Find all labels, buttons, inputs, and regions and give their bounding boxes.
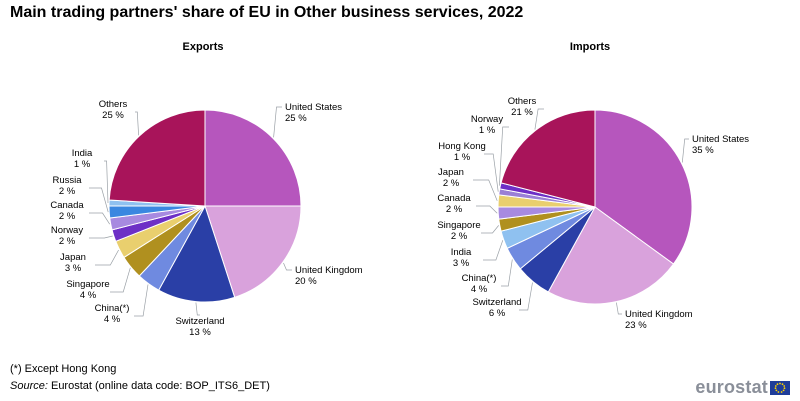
exports-leader-norway: [89, 235, 113, 239]
exports-label-japan: Japan 3 %: [60, 252, 86, 274]
imports-label-united-states: United States 35 %: [692, 134, 749, 156]
imports-leader-hong-kong: [484, 153, 499, 192]
exports-leader-singapore: [110, 267, 131, 293]
exports-label-russia: Russia 2 %: [52, 175, 82, 197]
imports-slice-others: [500, 109, 596, 208]
imports-label-japan: Japan 2 %: [438, 167, 464, 189]
chart-title: Main trading partners' share of EU in Ot…: [10, 4, 524, 21]
imports-label-united-kingdom: United Kingdom 23 %: [625, 309, 693, 331]
imports-label-switzerland: Switzerland 6 %: [472, 297, 521, 319]
source-text: Eurostat (online data code: BOP_ITS6_DET…: [47, 380, 270, 392]
imports-slice-united-kingdom: [547, 206, 675, 305]
exports-label-canada: Canada 2 %: [50, 200, 84, 222]
imports-label-norway: Norway 1 %: [471, 114, 503, 136]
exports-label-united-kingdom: United Kingdom 20 %: [295, 265, 363, 287]
imports-title: Imports: [570, 41, 610, 53]
imports-label-singapore: Singapore 2 %: [437, 220, 480, 242]
eu-flag-icon: [770, 380, 790, 395]
exports-slice-united-states: [204, 109, 302, 207]
exports-title: Exports: [183, 41, 224, 53]
logo-text: eurostat: [695, 377, 768, 397]
exports-pie: Exports United States 25 % United Kingdom 20…: [50, 41, 362, 338]
source-label: Source:: [10, 380, 48, 392]
exports-slice-united-kingdom: [204, 205, 302, 298]
imports-leader-china: [501, 259, 513, 287]
exports-leader-russia: [89, 187, 109, 213]
source-note: Source: Eurostat (online data code: BOP_…: [10, 380, 270, 392]
imports-label-china: China(*) 4 %: [462, 273, 497, 295]
imports-slice-united-states: [594, 109, 693, 265]
exports-leader-china: [134, 284, 149, 317]
exports-label-singapore: Singapore 4 %: [66, 279, 109, 301]
exports-slice-switzerland: [158, 204, 236, 303]
imports-label-canada: Canada 2 %: [437, 193, 471, 215]
exports-leader-others: [135, 111, 139, 136]
imports-label-hong-kong: Hong Kong 1 %: [438, 141, 486, 163]
exports-leader-japan: [95, 249, 119, 266]
eurostat-logo: eurostat: [695, 377, 790, 398]
exports-label-switzerland: Switzerland 13 %: [175, 316, 224, 338]
exports-leader-united-kingdom: [283, 262, 292, 271]
imports-label-india: India 3 %: [451, 247, 472, 269]
imports-leader-singapore: [481, 225, 499, 234]
exports-leader-united-states: [273, 106, 282, 138]
exports-label-united-states: United States 25 %: [285, 102, 342, 124]
exports-label-india: India 1 %: [72, 148, 93, 170]
imports-leader-united-states: [681, 138, 689, 163]
exports-label-china: China(*) 4 %: [95, 303, 130, 325]
exports-label-others: Others 25 %: [99, 99, 128, 121]
imports-leader-switzerland: [519, 282, 533, 311]
imports-leader-others: [534, 108, 544, 130]
exports-slice-others: [108, 109, 206, 207]
imports-label-others: Others 21 %: [508, 96, 537, 118]
exports-leader-switzerland: [195, 302, 200, 316]
imports-leader-india: [483, 240, 504, 261]
exports-leader-canada: [89, 212, 110, 225]
imports-leader-norway: [499, 126, 509, 186]
imports-leader-canada: [476, 205, 498, 214]
imports-pie: Imports United States 35 % United Kingdom 23…: [437, 41, 749, 331]
imports-leader-united-kingdom: [616, 302, 622, 315]
imports-leader-japan: [473, 179, 498, 201]
exports-leader-india: [104, 160, 109, 204]
footnote: (*) Except Hong Kong: [10, 363, 117, 375]
exports-label-norway: Norway 2 %: [51, 225, 83, 247]
